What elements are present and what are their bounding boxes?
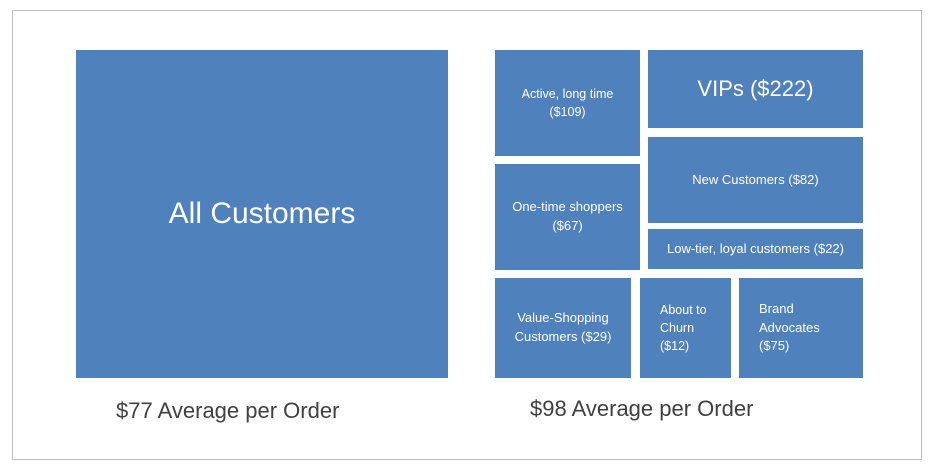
segment-vips: VIPs ($222)	[648, 50, 863, 128]
segment-one-time-shoppers: One-time shoppers ($67)	[495, 164, 640, 270]
segment-value-shopping-label: Value-Shopping Customers ($29)	[514, 310, 612, 344]
segment-one-time-shoppers-label: One-time shoppers ($67)	[512, 199, 623, 233]
segment-about-to-churn: About to Churn ($12)	[640, 278, 731, 378]
segment-active-long-time: Active, long time ($109)	[495, 50, 640, 156]
segment-new-customers-label: New Customers ($82)	[692, 171, 819, 187]
segment-value-shopping: Value-Shopping Customers ($29)	[495, 278, 631, 378]
segment-active-long-time-label: Active, long time ($109)	[521, 86, 614, 119]
segment-new-customers: New Customers ($82)	[648, 137, 863, 223]
segment-about-to-churn-label: About to Churn ($12)	[660, 302, 707, 354]
left-average-caption: $77 Average per Order	[116, 398, 340, 423]
figure-frame	[12, 10, 922, 460]
right-average-caption: $98 Average per Order	[530, 396, 754, 421]
segment-brand-advocates: Brand Advocates ($75)	[739, 278, 863, 378]
segment-vips-label: VIPs ($222)	[697, 76, 814, 102]
segment-brand-advocates-label: Brand Advocates ($75)	[759, 300, 820, 354]
all-customers-label: All Customers	[168, 197, 356, 231]
all-customers-tile: All Customers	[76, 50, 448, 378]
segment-low-tier-loyal: Low-tier, loyal customers ($22)	[648, 229, 863, 269]
segment-low-tier-loyal-label: Low-tier, loyal customers ($22)	[666, 240, 844, 256]
